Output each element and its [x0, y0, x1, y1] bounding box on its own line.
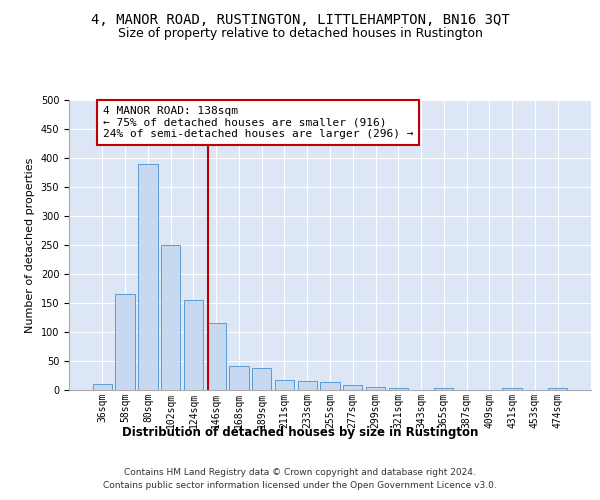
- Bar: [138, 164, 158, 390]
- Y-axis label: Number of detached properties: Number of detached properties: [25, 158, 35, 332]
- Bar: [434, 388, 454, 390]
- Bar: [366, 386, 385, 390]
- Bar: [275, 380, 294, 390]
- Text: Contains HM Land Registry data © Crown copyright and database right 2024.: Contains HM Land Registry data © Crown c…: [124, 468, 476, 477]
- Bar: [206, 324, 226, 390]
- Bar: [252, 368, 271, 390]
- Bar: [389, 388, 408, 390]
- Bar: [320, 382, 340, 390]
- Text: Distribution of detached houses by size in Rustington: Distribution of detached houses by size …: [122, 426, 478, 439]
- Text: 4, MANOR ROAD, RUSTINGTON, LITTLEHAMPTON, BN16 3QT: 4, MANOR ROAD, RUSTINGTON, LITTLEHAMPTON…: [91, 12, 509, 26]
- Bar: [298, 382, 317, 390]
- Text: Contains public sector information licensed under the Open Government Licence v3: Contains public sector information licen…: [103, 482, 497, 490]
- Bar: [184, 300, 203, 390]
- Bar: [93, 384, 112, 390]
- Bar: [548, 388, 567, 390]
- Bar: [229, 366, 248, 390]
- Bar: [343, 386, 362, 390]
- Text: Size of property relative to detached houses in Rustington: Size of property relative to detached ho…: [118, 28, 482, 40]
- Bar: [161, 245, 181, 390]
- Text: 4 MANOR ROAD: 138sqm
← 75% of detached houses are smaller (916)
24% of semi-deta: 4 MANOR ROAD: 138sqm ← 75% of detached h…: [103, 106, 413, 139]
- Bar: [502, 388, 522, 390]
- Bar: [115, 294, 135, 390]
